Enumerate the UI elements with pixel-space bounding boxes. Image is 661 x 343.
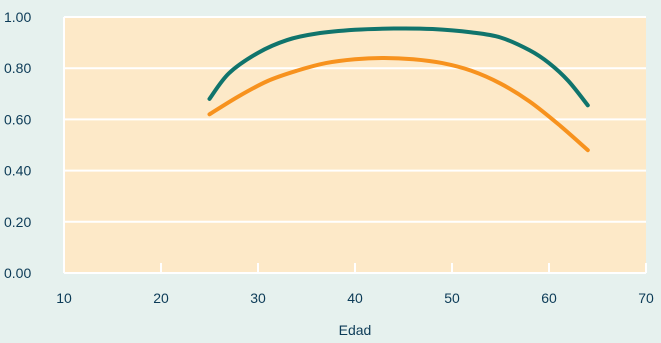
y-tick-label: 0.60 [4, 111, 31, 127]
x-tick-label: 40 [347, 290, 363, 306]
x-tick-label: 50 [444, 290, 460, 306]
y-tick-label: 0.80 [4, 60, 31, 76]
gridlines [64, 16, 646, 223]
x-axis-label: Edad [339, 322, 372, 338]
x-tick-labels: 10 20 30 40 50 60 70 [56, 290, 654, 306]
x-tick-label: 70 [638, 290, 654, 306]
x-tick-label: 10 [56, 290, 72, 306]
series-line-1 [207, 26, 590, 108]
x-tick-label: 30 [250, 290, 266, 306]
y-tick-label: 1.00 [4, 9, 31, 25]
series-line-2 [207, 55, 590, 153]
series-lines [207, 26, 590, 153]
y-tick-label: 0.40 [4, 163, 31, 179]
plot-background [64, 17, 646, 273]
y-tick-label: 0.00 [4, 265, 31, 281]
y-tick-label: 0.20 [4, 214, 31, 230]
y-tick-labels: 0.00 0.20 0.40 0.60 0.80 1.00 [4, 9, 31, 281]
x-tick-label: 20 [153, 290, 169, 306]
x-tick-label: 60 [541, 290, 557, 306]
axes [63, 17, 647, 274]
